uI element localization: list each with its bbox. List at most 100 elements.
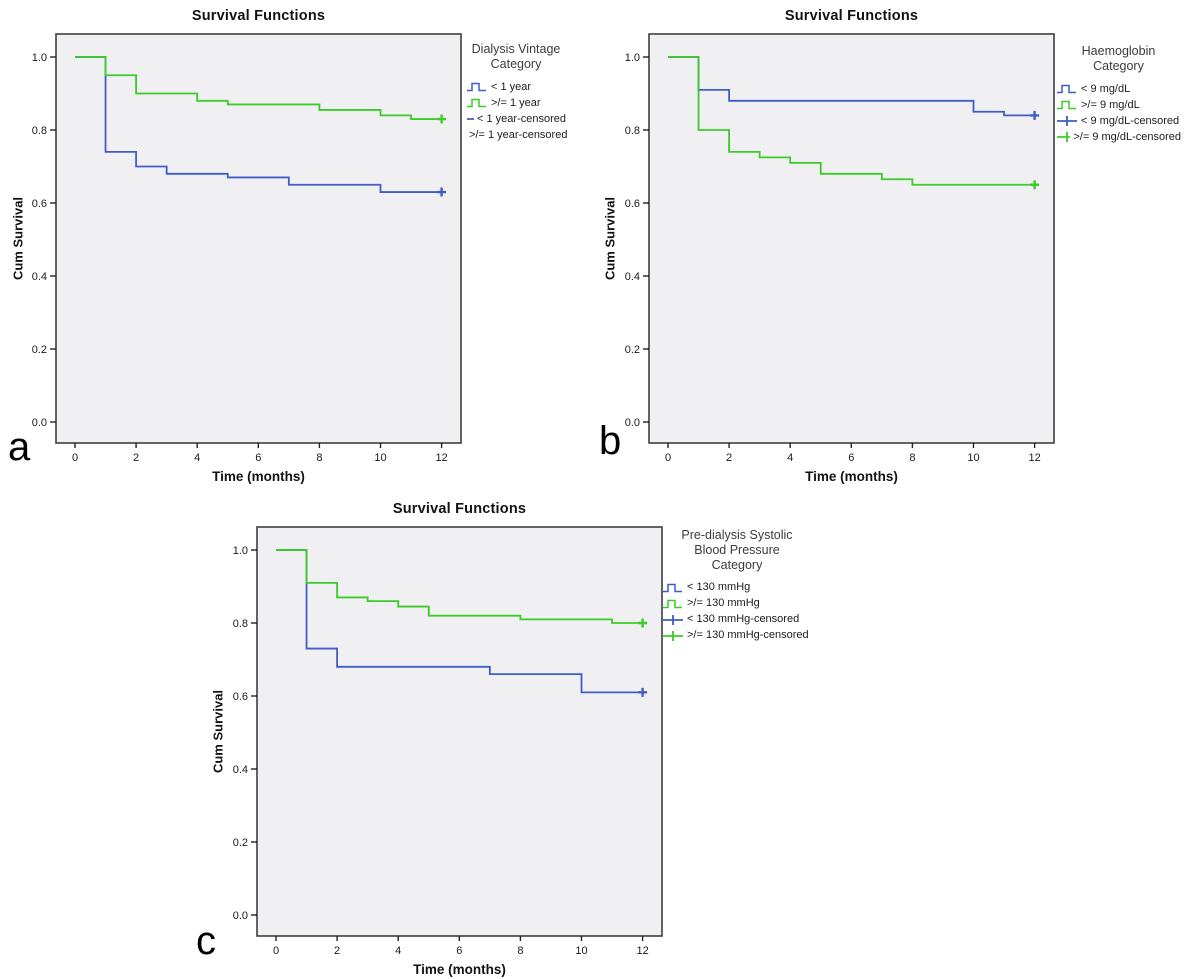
- legend-item-label: >/= 9 mg/dL: [1081, 98, 1140, 111]
- y-tick-label: 0.6: [32, 198, 47, 210]
- x-tick-label: 12: [636, 945, 648, 957]
- legend-step-line-icon: [467, 98, 486, 108]
- chart-legend: Haemoglobin Category < 9 mg/dL >/= 9 mg/dL <…: [1056, 44, 1181, 145]
- y-tick-label: 0.0: [233, 910, 248, 922]
- plot-area: [648, 33, 1055, 444]
- legend-item: >/= 9 mg/dL-censored: [1056, 129, 1181, 145]
- legend-censored-plus-icon: [663, 614, 683, 625]
- censored-marker: [437, 187, 447, 197]
- censored-marker: [638, 687, 648, 697]
- chart-title: Survival Functions: [191, 8, 326, 24]
- legend-step-line-icon: [663, 599, 682, 608]
- x-tick-label: 6: [848, 452, 854, 464]
- legend-item-label: >/= 1 year: [491, 96, 541, 109]
- legend-item: >/= 130 mmHg-censored: [662, 627, 812, 643]
- x-axis-label: Time (months): [212, 469, 305, 484]
- legend-step-line-icon: [1057, 84, 1076, 94]
- legend-censored-plus-icon: [1057, 132, 1071, 142]
- y-tick-label: 0.2: [625, 344, 640, 356]
- y-tick-label: 1.0: [625, 52, 640, 64]
- x-tick-label: 10: [374, 452, 386, 464]
- x-tick-label: 10: [967, 452, 979, 464]
- legend-item: >/= 9 mg/dL: [1056, 97, 1181, 113]
- survival-plot: 0 2 4 6 8 10 12 0.0 0.2 0.4 0.6 0.8 1.0: [233, 526, 663, 957]
- legend-censored-plus-icon: [1057, 116, 1077, 126]
- legend-item-label: >/= 9 mg/dL-censored: [1073, 130, 1181, 143]
- chart-title: Survival Functions: [392, 501, 527, 517]
- legend-item: < 9 mg/dL: [1056, 81, 1181, 97]
- x-tick-label: 2: [334, 945, 340, 957]
- x-tick-label: 6: [456, 945, 462, 957]
- y-tick-label: 0.8: [32, 125, 47, 137]
- x-tick-label: 0: [72, 452, 78, 464]
- legend-items: < 130 mmHg >/= 130 mmHg < 130 mmHg-censore…: [662, 579, 812, 643]
- y-tick-label: 0.6: [233, 691, 248, 703]
- x-tick-label: 8: [517, 945, 523, 957]
- survival-curve: [75, 56, 442, 120]
- x-tick-label: 0: [273, 945, 279, 957]
- censored-marker: [1030, 110, 1040, 120]
- legend-title: Pre-dialysis Systolic Blood Pressure Categ…: [681, 528, 793, 572]
- legend-item-label: < 130 mmHg-censored: [687, 613, 800, 626]
- legend-items: < 9 mg/dL >/= 9 mg/dL < 9 mg/dL-censored >/…: [1056, 81, 1181, 145]
- x-tick-label: 4: [194, 452, 200, 464]
- legend-item: < 130 mmHg: [662, 579, 812, 595]
- y-tick-label: 0.2: [233, 837, 248, 849]
- chart-legend: Dialysis Vintage Category < 1 year >/= 1 ye…: [466, 42, 568, 143]
- legend-item-label: < 9 mg/dL: [1081, 82, 1131, 95]
- y-tick-label: 0.0: [625, 417, 640, 429]
- x-tick-label: 4: [395, 945, 401, 957]
- legend-step-line-icon: [1057, 100, 1076, 110]
- y-tick-label: 1.0: [233, 545, 248, 557]
- x-tick-label: 2: [726, 452, 732, 464]
- legend-title: Haemoglobin Category: [1081, 44, 1156, 73]
- y-tick-label: 0.4: [233, 764, 248, 776]
- legend-item: >/= 1 year-censored: [466, 127, 568, 143]
- survival-curve: [668, 56, 1035, 186]
- legend-item-label: < 130 mmHg: [687, 581, 751, 594]
- legend-step-line-icon: [467, 82, 486, 92]
- legend-item-label: >/= 1 year-censored: [469, 128, 568, 141]
- panel-letter: a: [8, 425, 31, 469]
- plot-area: [55, 33, 462, 444]
- x-tick-label: 12: [435, 452, 447, 464]
- x-axis-label: Time (months): [413, 962, 506, 977]
- y-tick-label: 0.8: [625, 125, 640, 137]
- y-tick-label: 0.4: [625, 271, 640, 283]
- legend-item-label: < 1 year: [491, 80, 532, 93]
- survival-plot: 0 2 4 6 8 10 12 0.0 0.2 0.4 0.6 0.8 1.0: [625, 33, 1055, 464]
- legend-step-line-icon: [663, 583, 682, 592]
- censored-marker: [638, 618, 648, 628]
- censored-marker: [1030, 180, 1040, 190]
- panel-letter: c: [196, 919, 216, 963]
- legend-item: < 9 mg/dL-censored: [1056, 113, 1181, 129]
- survival-curve: [276, 549, 643, 694]
- legend-censored-plus-icon: [467, 118, 475, 120]
- chart-title: Survival Functions: [784, 8, 919, 24]
- legend-item-label: < 9 mg/dL-censored: [1081, 114, 1180, 127]
- legend-item: >/= 130 mmHg: [662, 595, 812, 611]
- x-tick-label: 8: [909, 452, 915, 464]
- legend-item: >/= 1 year: [466, 95, 566, 111]
- x-tick-label: 0: [665, 452, 671, 464]
- y-tick-label: 0.0: [32, 417, 47, 429]
- legend-item: < 130 mmHg-censored: [662, 611, 812, 627]
- plot-area: [256, 526, 663, 937]
- legend-title: Dialysis Vintage Category: [471, 42, 561, 71]
- legend-item: < 1 year-censored: [466, 111, 566, 127]
- legend-items: < 1 year >/= 1 year < 1 year-censored >/= 1…: [466, 79, 568, 143]
- legend-item-label: >/= 130 mmHg: [687, 597, 760, 610]
- x-axis-label: Time (months): [805, 469, 898, 484]
- survival-plot: 0 2 4 6 8 10 12 0.0 0.2 0.4 0.6 0.8 1.0: [32, 33, 462, 464]
- x-tick-label: 6: [255, 452, 261, 464]
- x-tick-label: 12: [1028, 452, 1040, 464]
- survival-curve: [75, 56, 442, 193]
- y-tick-label: 1.0: [32, 52, 47, 64]
- chart-legend: Pre-dialysis Systolic Blood Pressure Categ…: [662, 528, 812, 643]
- legend-censored-plus-icon: [663, 630, 683, 641]
- y-tick-label: 0.2: [32, 344, 47, 356]
- x-tick-label: 4: [787, 452, 793, 464]
- panel-letter: b: [599, 419, 622, 463]
- x-tick-label: 10: [575, 945, 587, 957]
- legend-item-label: >/= 130 mmHg-censored: [687, 629, 809, 642]
